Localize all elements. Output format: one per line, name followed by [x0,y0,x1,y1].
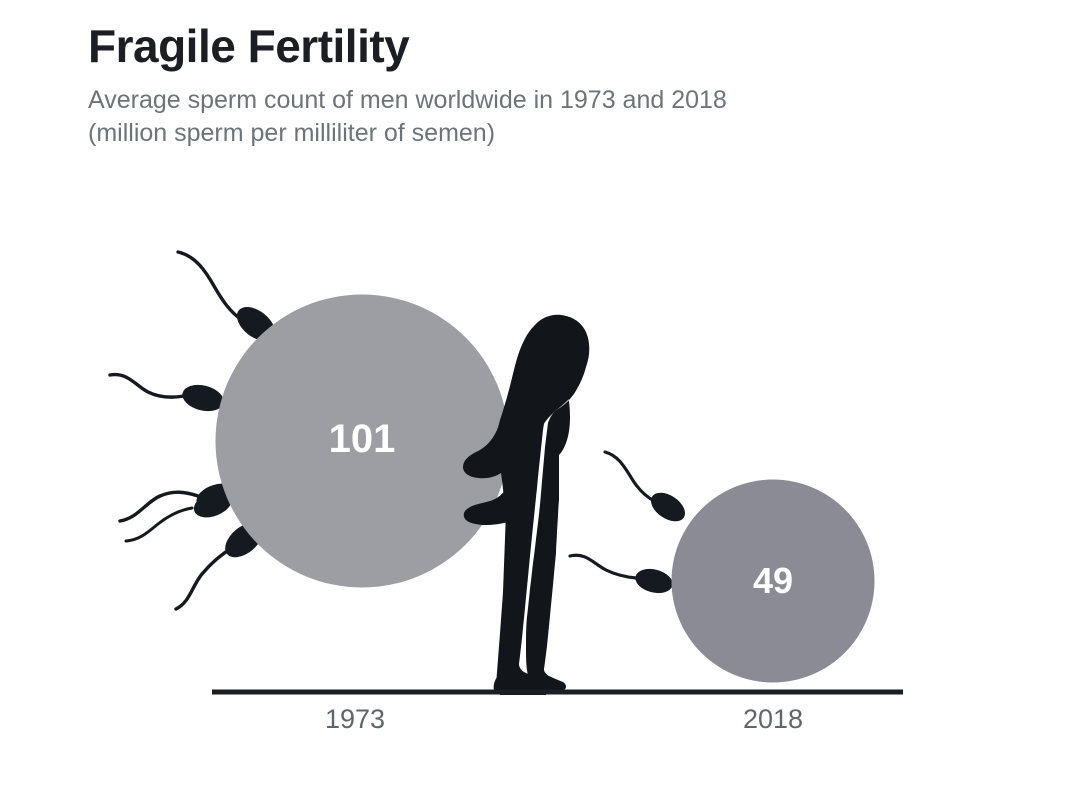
chart-subtitle-line-2: (million sperm per milliliter of semen) [88,119,496,148]
sperm-group-1973 [108,250,276,611]
sperm-cell-icon [124,490,233,543]
bubble-2018 [671,479,875,683]
axis-label-1973: 1973 [324,704,386,734]
bubble-value-2018: 49 [752,560,794,601]
header: Fragile Fertility Average sperm count of… [88,22,1008,150]
sperm-cell-icon [568,553,673,594]
axis-label-2018: 2018 [742,704,804,734]
sperm-cell-icon [108,372,224,412]
sperm-group-2018 [568,450,686,594]
chart-subtitle-line-1: Average sperm count of men worldwide in … [88,86,727,115]
bubble-1973 [215,294,509,588]
bubble-value-1973: 101 [328,417,396,461]
chart-subtitle: Average sperm count of men worldwide in … [88,84,988,150]
sperm-cell-icon [603,450,686,522]
page-title: Fragile Fertility [88,20,410,72]
